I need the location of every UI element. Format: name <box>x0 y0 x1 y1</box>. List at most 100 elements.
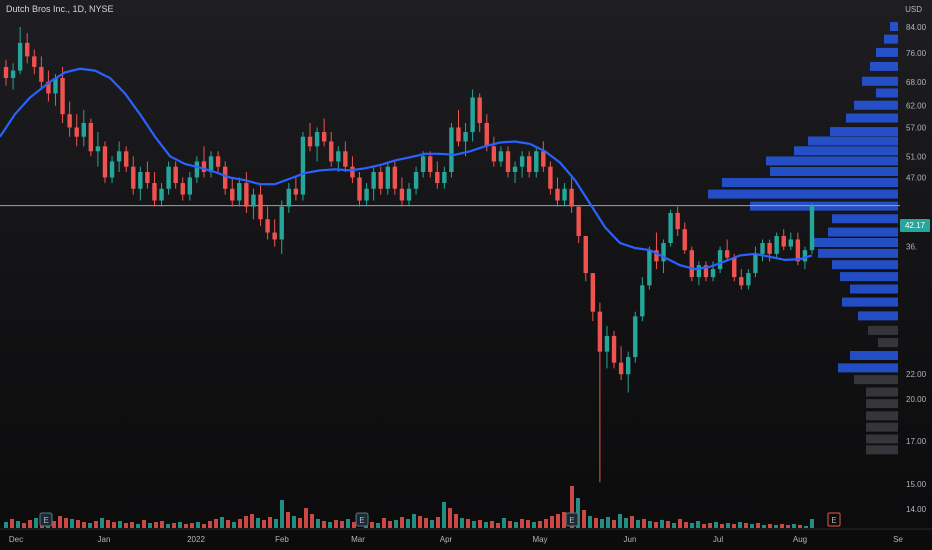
candle <box>187 172 193 201</box>
volume-bar <box>190 523 194 528</box>
candle-body <box>307 136 313 147</box>
volume-bar <box>376 523 380 528</box>
volume-bar <box>672 523 676 528</box>
volume-bar <box>696 521 700 528</box>
earnings-marker[interactable]: E <box>827 512 841 527</box>
volume-bar <box>226 520 230 528</box>
candles <box>3 27 815 483</box>
volume-profile-bar <box>866 411 898 421</box>
candle <box>32 49 37 75</box>
candle-body <box>696 265 702 278</box>
volume-bar <box>720 524 724 528</box>
candle-body <box>17 42 23 71</box>
time-axis[interactable]: Dec Jan 2022 Feb Mar Apr May Jun Jul Aug Se <box>0 528 932 544</box>
volume-bar <box>328 522 332 528</box>
candle <box>597 302 603 483</box>
candle <box>109 156 115 184</box>
candle-body <box>703 265 709 278</box>
volume-bar <box>94 521 98 528</box>
candle-body <box>180 183 185 195</box>
volume-bar <box>310 514 314 528</box>
volume-bar <box>28 520 32 528</box>
candle-body <box>102 146 108 178</box>
candle <box>3 59 9 86</box>
candle <box>364 183 369 207</box>
volume-bar <box>166 524 170 528</box>
time-tick-label: Jul <box>713 535 723 544</box>
candle-body <box>187 177 193 195</box>
candle-body <box>399 188 405 201</box>
candle <box>555 177 560 207</box>
candle <box>201 146 207 178</box>
volume-bar <box>660 520 664 528</box>
moving-average-line <box>0 67 813 271</box>
volume-profile-bar <box>838 363 898 373</box>
candle <box>307 122 313 152</box>
volume-bar <box>22 523 26 528</box>
candle-body <box>675 212 680 230</box>
candle <box>498 146 504 167</box>
volume-bar <box>382 518 386 528</box>
candle <box>675 206 680 236</box>
candle-body <box>265 219 270 233</box>
price-tick-label: 14.00 <box>906 505 927 514</box>
candle <box>625 351 631 393</box>
earnings-marker[interactable]: E <box>355 512 369 527</box>
earnings-marker[interactable]: E <box>565 512 579 527</box>
volume-profile-bar <box>842 297 898 307</box>
volume-bar <box>454 514 458 528</box>
volume-bar <box>70 519 74 528</box>
candle-body <box>343 151 348 167</box>
candle <box>194 156 200 184</box>
volume-bar <box>172 523 176 528</box>
candle-body <box>413 172 419 189</box>
candle <box>406 183 412 207</box>
candle <box>378 166 383 195</box>
candle <box>371 166 376 201</box>
candle <box>526 151 532 178</box>
candle-body <box>60 77 65 115</box>
earnings-badge <box>39 512 53 527</box>
volume-bar <box>274 519 278 528</box>
candle <box>251 188 256 220</box>
candle <box>809 203 815 254</box>
volume-bar <box>666 521 670 528</box>
earnings-label: E <box>43 516 48 525</box>
candle-body <box>32 56 37 67</box>
price-axis[interactable]: 84.0076.0068.0062.0057.0051.0047.0039.36… <box>906 23 927 514</box>
candle-body <box>442 172 447 184</box>
volume-bars <box>4 486 814 528</box>
volume-bar <box>570 486 574 528</box>
candle <box>215 151 221 173</box>
earnings-label: E <box>359 516 364 525</box>
candle <box>25 33 30 64</box>
candle-body <box>562 188 567 201</box>
price-tick-label: 62.00 <box>906 102 927 111</box>
candle <box>618 346 624 381</box>
candle <box>138 166 143 201</box>
earnings-badge <box>827 512 841 527</box>
earnings-marker[interactable]: E <box>39 512 53 527</box>
candle <box>562 183 567 207</box>
candle <box>46 70 51 102</box>
volume-bar <box>786 525 790 528</box>
volume-bar <box>618 514 622 528</box>
volume-profile-bar <box>812 237 898 247</box>
candle <box>357 172 362 207</box>
candle <box>781 229 786 251</box>
volume-bar <box>642 519 646 528</box>
candle-body <box>215 156 221 167</box>
volume-bar <box>286 512 290 528</box>
candle <box>385 161 390 195</box>
candle <box>272 219 277 247</box>
volume-profile-bar <box>766 156 898 166</box>
volume-bar <box>178 522 182 528</box>
candle <box>17 27 23 75</box>
volume-bar <box>726 523 730 528</box>
volume-bar <box>514 522 518 528</box>
candle-body <box>159 188 164 201</box>
candle-body <box>682 229 687 251</box>
candle <box>548 161 553 195</box>
